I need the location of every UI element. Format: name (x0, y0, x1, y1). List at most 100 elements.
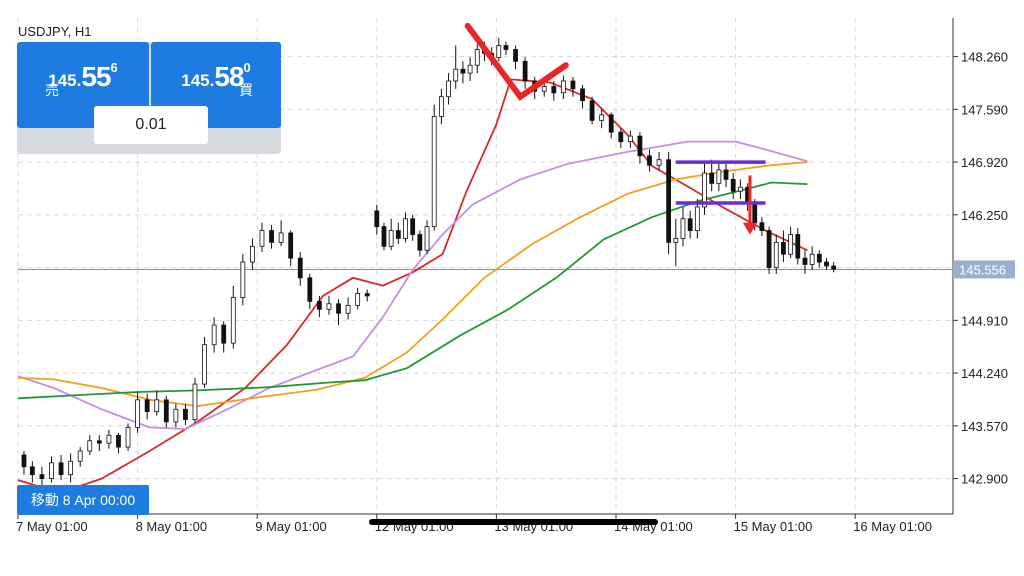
current-price-label: 145.556 (959, 262, 1006, 277)
candle-body (551, 86, 557, 94)
candle-body (795, 234, 801, 259)
candle-body (809, 253, 815, 265)
candle-body (723, 169, 729, 180)
candle-body (116, 434, 121, 448)
candle-body (513, 49, 518, 62)
candle-body (560, 80, 566, 94)
candle-body (618, 131, 624, 143)
candle-body (154, 399, 160, 413)
candle-body (702, 172, 707, 208)
candle-body (824, 261, 829, 267)
candle-body (694, 206, 700, 231)
candle-body (106, 434, 112, 444)
candle-body (125, 426, 131, 448)
candle-body (336, 303, 341, 314)
candle-body (608, 114, 614, 133)
candle-body (163, 399, 169, 423)
candle-body (388, 230, 394, 247)
candle-body (438, 96, 444, 117)
one-click-trade-panel: 145.556 売 145.580 買 0.01 (17, 42, 281, 154)
candle-body (211, 324, 217, 346)
candle-body (345, 304, 351, 314)
candle-body (673, 238, 679, 243)
candle-body (96, 440, 102, 444)
candle-body (816, 253, 822, 263)
candle-body (144, 399, 150, 413)
candle-body (230, 297, 236, 344)
annotation-zigzag (464, 22, 569, 101)
candle-body (135, 399, 141, 428)
candle-body (446, 80, 451, 98)
candle-body (68, 460, 74, 476)
candle-body (737, 186, 743, 192)
buy-price: 145.580 (181, 60, 251, 92)
candle-body (269, 230, 274, 243)
sell-button[interactable]: 145.556 売 (17, 42, 149, 128)
x-tick-label: 8 May 01:00 (136, 519, 208, 534)
candle-body (788, 234, 794, 255)
candle-body (87, 440, 93, 452)
x-tick-label: 9 May 01:00 (255, 519, 327, 534)
y-tick-label: 144.240 (961, 366, 1008, 381)
buy-label: 買 (239, 82, 253, 98)
candle-body (647, 155, 652, 166)
candle-body (580, 88, 585, 102)
candle-body (395, 230, 401, 239)
candle-body (474, 49, 480, 66)
candle-body (460, 68, 466, 74)
candle-body (666, 159, 672, 243)
candle-body (781, 241, 786, 255)
candle-body (381, 226, 387, 247)
moving-average-line-1 (17, 78, 808, 494)
candle-body (77, 450, 83, 462)
candle-body (221, 324, 227, 344)
y-tick-label: 142.900 (961, 472, 1008, 487)
moving-average-line-3 (17, 161, 808, 407)
y-tick-label: 146.250 (961, 208, 1008, 223)
candle-body (496, 45, 502, 58)
candle-body (522, 60, 528, 82)
lot-size-input[interactable]: 0.01 (94, 106, 208, 144)
candle-body (424, 226, 430, 251)
candle-body (240, 261, 246, 298)
candle-body (250, 245, 255, 263)
candle-body (759, 222, 765, 231)
candle-body (316, 301, 322, 310)
moving-average-line-2 (17, 140, 808, 430)
candle-body (374, 210, 380, 228)
candle-body (599, 114, 605, 121)
y-tick-label: 146.920 (961, 155, 1008, 170)
candle-body (21, 454, 27, 468)
candle-body (278, 232, 284, 243)
candle-body (680, 218, 686, 239)
candle-body (627, 135, 633, 143)
candle-body (453, 68, 459, 82)
candle-body (326, 303, 332, 310)
sell-label: 売 (45, 82, 59, 98)
candle-body (687, 218, 693, 231)
current-price-tag (953, 260, 1015, 279)
candle-body (752, 202, 758, 224)
candle-body (173, 408, 179, 423)
candle-body (403, 218, 408, 239)
candle-body (656, 159, 662, 166)
candle-body (570, 80, 576, 90)
annotation-arrow-head (742, 222, 757, 235)
y-tick-label: 147.590 (961, 102, 1008, 117)
candle-body (307, 277, 313, 302)
candle-body (355, 293, 361, 306)
candle-body (39, 474, 45, 479)
y-tick-label: 148.260 (961, 50, 1008, 65)
moving-average-line-4 (17, 181, 808, 400)
symbol-title: USDJPY, H1 (18, 24, 92, 39)
candle-body (417, 234, 423, 251)
candle-body (431, 116, 437, 228)
candle-body (541, 86, 547, 92)
candle-body (773, 241, 779, 268)
navigate-date-button[interactable]: 移動 8 Apr 00:00 (17, 485, 149, 515)
candle-body (58, 462, 64, 476)
candle-body (709, 172, 715, 184)
candle-body (831, 265, 837, 270)
candle-body (49, 462, 54, 479)
